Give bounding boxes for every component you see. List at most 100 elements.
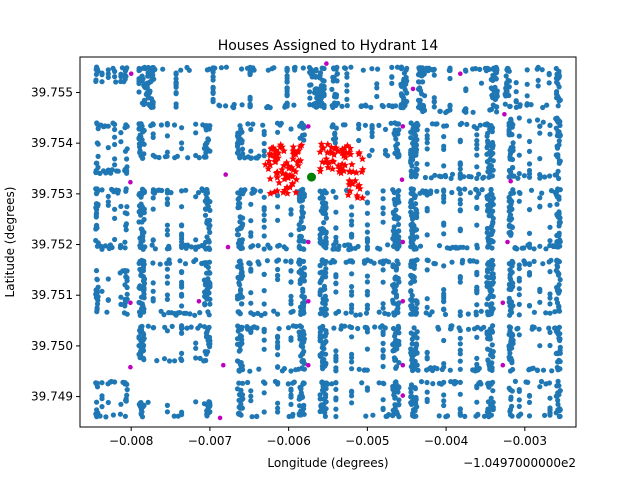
house-point xyxy=(369,147,375,153)
house-point xyxy=(257,188,264,194)
house-point xyxy=(164,200,170,206)
house-point xyxy=(150,206,156,212)
house-point xyxy=(447,75,453,82)
house-point xyxy=(490,239,496,245)
house-point xyxy=(300,65,306,71)
house-point xyxy=(409,186,415,192)
house-point xyxy=(524,93,530,99)
house-point xyxy=(124,291,130,297)
house-point xyxy=(553,65,559,72)
house-point xyxy=(472,66,479,72)
house-point xyxy=(462,186,468,192)
house-point xyxy=(99,288,105,294)
house-point xyxy=(264,258,270,264)
house-point xyxy=(478,308,484,314)
house-point xyxy=(505,65,511,71)
house-point xyxy=(321,389,327,395)
house-point xyxy=(292,64,298,70)
assigned-house-marker xyxy=(273,168,282,177)
house-point xyxy=(164,153,170,159)
house-point xyxy=(152,154,158,160)
house-point xyxy=(380,363,386,370)
house-point xyxy=(555,272,562,278)
house-point xyxy=(349,324,355,331)
house-point xyxy=(299,208,305,214)
x-tick-label: −0.008 xyxy=(109,434,153,448)
house-point xyxy=(555,119,562,125)
house-point xyxy=(148,78,154,85)
house-point xyxy=(99,396,105,402)
house-point xyxy=(237,201,243,207)
house-point xyxy=(547,411,553,417)
assigned-house-marker xyxy=(278,169,287,177)
house-point xyxy=(528,102,534,108)
house-point xyxy=(261,217,267,223)
house-point xyxy=(555,103,561,109)
house-point xyxy=(112,134,118,140)
house-point xyxy=(118,139,124,145)
house-point xyxy=(158,122,164,128)
house-point xyxy=(138,272,144,278)
house-point xyxy=(207,301,213,307)
house-point xyxy=(255,310,261,316)
house-point xyxy=(392,275,398,281)
house-point xyxy=(238,187,244,193)
house-point xyxy=(140,246,146,252)
house-point xyxy=(489,342,495,348)
assigned-house-marker xyxy=(292,175,301,183)
house-point xyxy=(540,104,546,111)
house-point xyxy=(193,130,199,136)
house-point xyxy=(426,366,432,372)
house-point xyxy=(556,219,562,226)
house-point xyxy=(94,120,100,126)
house-point xyxy=(457,347,463,353)
house-point xyxy=(136,299,142,306)
assigned-house-marker xyxy=(289,154,297,163)
house-point xyxy=(506,324,512,330)
house-point xyxy=(424,379,430,386)
house-point xyxy=(554,243,560,249)
house-point xyxy=(506,347,512,353)
house-point xyxy=(307,82,313,88)
house-point xyxy=(489,173,495,179)
house-point xyxy=(441,337,447,344)
house-point xyxy=(505,77,511,83)
house-point xyxy=(320,299,326,306)
house-point xyxy=(261,271,267,277)
assigned-house-marker xyxy=(271,157,280,165)
house-point xyxy=(494,109,500,115)
house-point xyxy=(457,166,463,172)
house-point xyxy=(141,288,147,294)
house-point xyxy=(364,258,370,264)
house-point xyxy=(288,268,294,274)
house-point xyxy=(508,286,514,293)
house-point xyxy=(449,189,455,196)
house-point xyxy=(463,106,469,112)
house-point xyxy=(360,67,366,73)
house-point xyxy=(164,402,170,408)
house-point xyxy=(322,238,328,244)
assigned-house-marker xyxy=(340,144,349,152)
house-point xyxy=(430,381,436,387)
house-point xyxy=(172,358,178,364)
assigned-house-marker xyxy=(286,183,294,191)
house-point xyxy=(333,380,339,386)
house-point xyxy=(349,366,355,372)
house-point xyxy=(553,125,559,131)
house-point xyxy=(537,123,543,129)
house-point xyxy=(414,137,420,143)
house-point xyxy=(238,126,244,132)
house-point xyxy=(349,292,355,298)
house-point xyxy=(162,324,168,330)
house-point xyxy=(112,156,118,162)
house-point xyxy=(418,379,425,385)
house-point xyxy=(262,311,268,317)
house-point xyxy=(322,305,328,311)
house-point xyxy=(172,310,178,317)
house-point xyxy=(484,196,491,202)
house-point xyxy=(334,71,340,77)
house-point xyxy=(385,311,391,317)
house-point xyxy=(196,155,202,161)
house-point xyxy=(424,304,430,310)
house-point xyxy=(333,310,339,316)
